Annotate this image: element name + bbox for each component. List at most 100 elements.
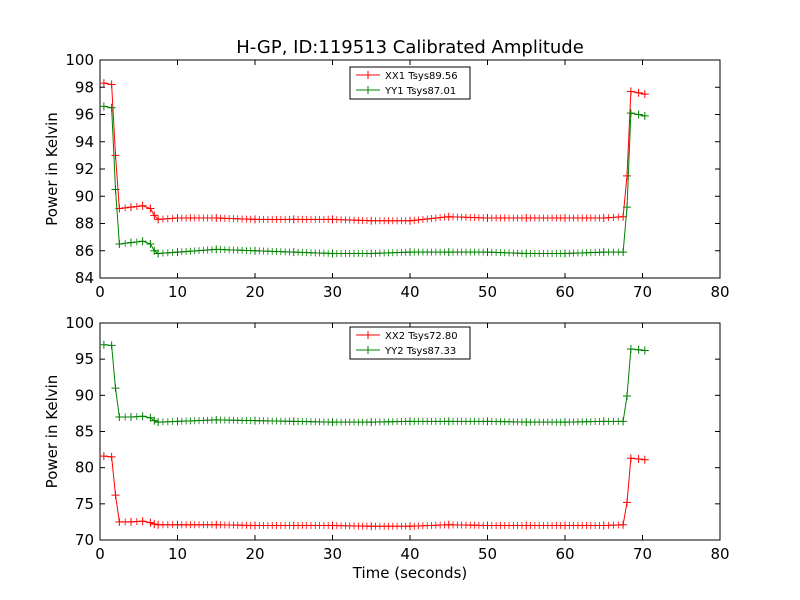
data-point <box>640 455 649 464</box>
y-axis-label: Power in Kelvin <box>43 112 61 226</box>
y-tick-label: 90 <box>75 187 94 205</box>
data-point <box>626 454 635 463</box>
data-point-marker <box>324 522 332 530</box>
legend-swatch-marker <box>364 331 372 339</box>
x-tick-label: 30 <box>323 283 342 301</box>
data-point <box>626 345 635 354</box>
data-point-marker <box>169 248 177 256</box>
data-point-marker <box>557 522 565 530</box>
data-point-marker <box>557 418 565 426</box>
y-tick-label: 100 <box>65 51 94 69</box>
data-point-marker <box>410 216 418 224</box>
y-tick-label: 88 <box>75 215 94 233</box>
y-tick-label: 90 <box>75 386 94 404</box>
data-point-marker <box>363 522 371 530</box>
data-point-marker <box>595 248 603 256</box>
data-point-marker <box>440 521 448 529</box>
data-point-marker <box>614 417 622 425</box>
data-point <box>634 88 643 97</box>
data-point <box>626 109 635 118</box>
data-point <box>623 203 631 212</box>
data-point-marker <box>208 416 216 424</box>
series-0 <box>99 79 649 225</box>
legend: XX1 Tsys89.56 YY1 Tsys87.01 <box>349 66 471 100</box>
x-tick-label: 60 <box>555 545 574 563</box>
data-point-marker <box>121 204 129 212</box>
series-1 <box>99 102 649 258</box>
data-point-marker <box>595 417 603 425</box>
data-point <box>634 345 643 354</box>
data-point <box>150 416 159 425</box>
x-tick-label: 50 <box>478 545 497 563</box>
data-point-marker <box>324 215 332 223</box>
series-0 <box>99 452 649 531</box>
data-point-marker <box>247 215 255 223</box>
data-point <box>99 452 108 461</box>
data-point <box>111 384 120 393</box>
data-point-marker <box>169 214 177 222</box>
data-point-marker <box>169 521 177 529</box>
x-tick-label: 10 <box>168 545 187 563</box>
x-tick-label: 20 <box>245 283 264 301</box>
data-point-marker <box>518 418 526 426</box>
data-point-marker <box>363 418 371 426</box>
data-point <box>115 239 124 248</box>
data-point-marker <box>595 214 603 222</box>
data-point-marker <box>133 238 141 246</box>
data-point <box>111 185 120 194</box>
data-point-marker <box>518 214 526 222</box>
x-tick-label: 80 <box>710 283 729 301</box>
y-tick-label: 84 <box>75 269 94 287</box>
data-point-marker <box>324 249 332 257</box>
x-tick-label: 80 <box>710 545 729 563</box>
data-point-marker <box>518 249 526 257</box>
data-point-marker <box>402 248 410 256</box>
legend-box <box>349 326 471 360</box>
data-point <box>640 90 649 99</box>
data-point <box>626 87 635 96</box>
data-point-marker <box>285 417 293 425</box>
y-tick-label: 75 <box>75 495 94 513</box>
data-point <box>111 491 120 500</box>
legend-swatch-marker <box>364 71 372 79</box>
data-point <box>111 151 120 160</box>
data-point-marker <box>208 521 216 529</box>
data-point-marker <box>324 418 332 426</box>
data-point-marker <box>436 214 444 222</box>
x-tick-label: 40 <box>400 545 419 563</box>
x-tick-label: 70 <box>633 283 652 301</box>
data-point <box>634 454 643 463</box>
data-point <box>146 239 155 248</box>
data-point-marker <box>133 202 141 210</box>
data-point <box>99 340 108 349</box>
y-axis-label: Power in Kelvin <box>43 375 61 489</box>
legend-entry-label: XX2 Tsys72.80 <box>385 331 458 342</box>
data-point-marker <box>121 413 129 421</box>
y-tick-label: 95 <box>75 350 94 368</box>
y-tick-label: 92 <box>75 160 94 178</box>
data-point-marker <box>440 417 448 425</box>
data-point <box>107 80 116 89</box>
data-point-marker <box>479 248 487 256</box>
data-point-marker <box>402 522 410 530</box>
data-point-marker <box>432 214 440 222</box>
data-point <box>146 204 155 213</box>
x-tick-label: 70 <box>633 545 652 563</box>
x-tick-label: 0 <box>95 545 105 563</box>
data-point-marker <box>479 417 487 425</box>
data-point-marker <box>440 213 448 221</box>
y-tick-label: 85 <box>75 423 94 441</box>
data-point-marker <box>614 213 622 221</box>
data-point-marker <box>440 248 448 256</box>
data-point-marker <box>208 214 216 222</box>
data-point-marker <box>419 215 427 223</box>
y-tick-label: 100 <box>65 314 94 332</box>
data-point-marker <box>402 217 410 225</box>
data-point-marker <box>518 522 526 530</box>
data-point-marker <box>479 214 487 222</box>
data-point-marker <box>285 215 293 223</box>
data-point-marker <box>557 249 565 257</box>
data-point-marker <box>363 249 371 257</box>
data-point-marker <box>121 518 129 526</box>
x-tick-label: 30 <box>323 545 342 563</box>
